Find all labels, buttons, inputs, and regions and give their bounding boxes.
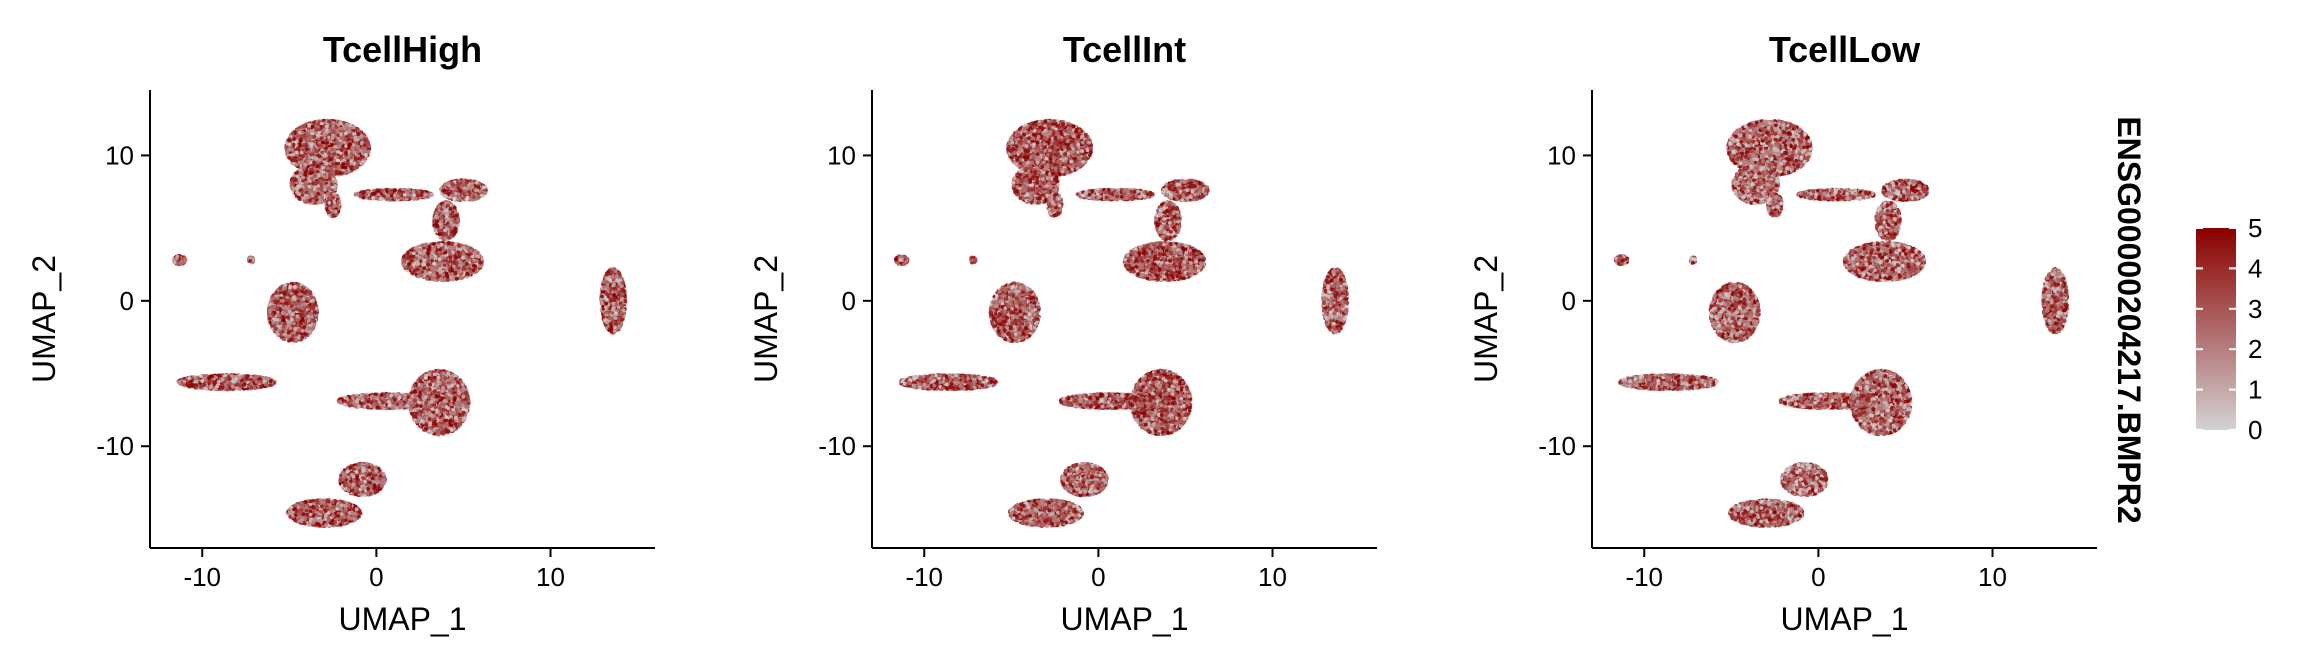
panel-title: TcellHigh bbox=[323, 29, 482, 70]
point-cloud bbox=[172, 119, 628, 528]
